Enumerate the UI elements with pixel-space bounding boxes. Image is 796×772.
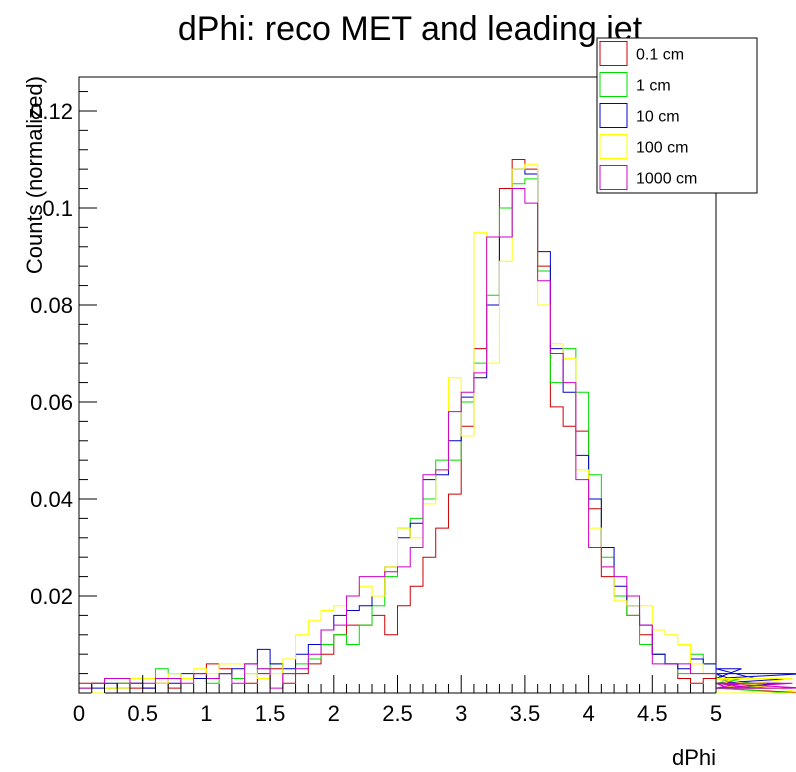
legend-entry-label: 0.1 cm	[636, 47, 684, 64]
x-tick-label: 3.5	[510, 701, 541, 726]
x-axis-ticks: 0 0.5 1 1.5 2 2.5 3 3.5 4 4.5 5	[73, 675, 722, 726]
legend-entry-label: 1 cm	[636, 78, 671, 95]
legend-swatch	[599, 165, 628, 190]
chart-title: dPhi: reco MET and leading jet	[178, 10, 643, 48]
y-axis-ticks: 0.02 0.04 0.06 0.08 0.1 0.12	[30, 91, 97, 675]
y-tick-label: 0.1	[42, 196, 73, 221]
series-line-1	[79, 178, 796, 694]
x-tick-label: 0	[73, 701, 85, 726]
y-tick-label: 0.06	[30, 390, 73, 415]
legend-swatch	[599, 134, 628, 159]
legend-swatch	[599, 41, 628, 66]
x-tick-label: 1.5	[255, 701, 286, 726]
series-line-4	[79, 188, 796, 689]
y-axis-label: Counts (normalized)	[22, 76, 47, 274]
x-tick-label: 2	[328, 701, 340, 726]
y-tick-label: 0.12	[30, 99, 73, 124]
series-line-2	[79, 168, 796, 689]
y-tick-label: 0.08	[30, 293, 73, 318]
x-tick-label: 4.5	[637, 701, 668, 726]
x-tick-label: 2.5	[382, 701, 413, 726]
y-tick-label: 0.04	[30, 487, 73, 512]
legend-entry-label: 1000 cm	[636, 171, 697, 188]
series-line-0	[79, 158, 796, 694]
x-axis-label: dPhi	[672, 745, 716, 770]
legend-entry-label: 100 cm	[636, 140, 688, 157]
x-tick-label: 0.5	[127, 701, 158, 726]
legend-swatch	[599, 103, 628, 128]
x-tick-label: 4	[582, 701, 594, 726]
x-tick-label: 1	[200, 701, 212, 726]
series-line-3	[79, 163, 796, 694]
x-tick-label: 3	[455, 701, 467, 726]
histogram-series	[79, 158, 796, 694]
legend-swatch	[599, 72, 628, 97]
legend-entry-label: 10 cm	[636, 109, 680, 126]
x-tick-label: 5	[710, 701, 722, 726]
legend: 0.1 cm 1 cm 10 cm 100 cm 1000 cm	[596, 37, 758, 194]
y-tick-label: 0.02	[30, 584, 73, 609]
